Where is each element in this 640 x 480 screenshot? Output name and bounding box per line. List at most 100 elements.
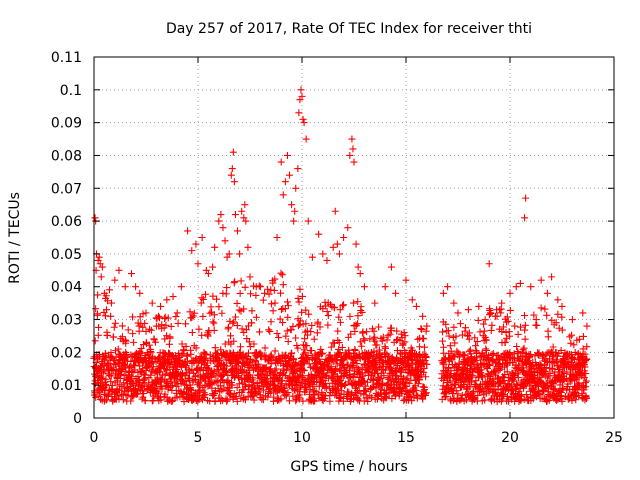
data-point (500, 391, 508, 399)
data-point (249, 374, 257, 382)
data-point (223, 362, 231, 370)
data-point (317, 350, 325, 358)
data-point (302, 320, 310, 328)
data-point (300, 346, 308, 354)
data-point (241, 201, 249, 209)
data-point (540, 387, 548, 395)
data-point (165, 340, 173, 348)
data-point (241, 283, 249, 291)
data-point (521, 312, 529, 320)
data-point (471, 334, 479, 342)
data-point (247, 290, 255, 298)
data-point (582, 370, 590, 378)
data-point (331, 207, 339, 215)
data-point (233, 322, 241, 330)
data-point (122, 353, 130, 361)
data-point (515, 356, 523, 364)
data-point (464, 332, 472, 340)
data-point (174, 380, 182, 388)
data-point (122, 391, 130, 399)
data-point (105, 286, 113, 294)
data-point (324, 321, 332, 329)
data-point (277, 289, 285, 297)
data-point (264, 285, 272, 293)
data-point (230, 337, 238, 345)
data-point (255, 384, 263, 392)
data-point (347, 330, 355, 338)
data-point (472, 356, 480, 364)
data-point (581, 350, 589, 358)
data-point (95, 323, 103, 331)
data-point (356, 338, 364, 346)
data-point (543, 289, 551, 297)
data-point (209, 292, 217, 300)
data-point (344, 378, 352, 386)
data-point (256, 328, 264, 336)
data-point (559, 384, 567, 392)
data-point (273, 234, 281, 241)
data-point (462, 324, 470, 332)
data-point (214, 355, 222, 363)
data-point (283, 327, 291, 335)
data-point (469, 387, 477, 395)
data-point (522, 391, 530, 399)
data-point (247, 319, 255, 327)
data-point (294, 294, 302, 302)
data-point (169, 293, 177, 301)
data-point (422, 373, 430, 381)
data-point (454, 309, 462, 317)
data-point (474, 391, 482, 399)
y-tick-label: 0 (73, 411, 82, 427)
data-point (95, 392, 103, 400)
data-point (161, 313, 169, 321)
data-point (398, 389, 406, 397)
data-point (383, 336, 391, 344)
data-point (444, 283, 452, 291)
data-point (506, 306, 514, 314)
data-point (91, 337, 99, 345)
data-point (582, 377, 590, 385)
data-point (115, 395, 123, 403)
data-point (509, 390, 517, 398)
data-point (548, 316, 556, 324)
data-point (393, 327, 401, 335)
data-point (215, 303, 223, 311)
data-point (487, 309, 495, 317)
data-point (214, 350, 222, 358)
data-point (139, 323, 147, 331)
data-point (567, 339, 575, 347)
data-point (252, 291, 260, 299)
data-point (233, 384, 241, 392)
data-point (387, 263, 395, 271)
data-point (346, 151, 354, 159)
data-point (208, 384, 216, 392)
data-point (224, 323, 232, 331)
data-point (283, 298, 291, 306)
data-point (502, 328, 510, 336)
data-point (470, 396, 478, 404)
data-point (579, 345, 587, 353)
data-point (192, 372, 200, 380)
data-point (470, 394, 478, 402)
data-points (90, 86, 591, 406)
data-point (231, 313, 239, 321)
data-point (308, 253, 316, 261)
y-axis-label: ROTI / TECUs (7, 192, 23, 284)
data-point (332, 365, 340, 373)
data-point (368, 383, 376, 391)
data-point (142, 309, 150, 317)
data-point (421, 390, 429, 398)
data-point (520, 395, 528, 403)
data-point (532, 316, 540, 324)
y-tick-label: 0.11 (51, 50, 82, 66)
data-point (285, 397, 293, 405)
data-point (106, 371, 114, 379)
data-point (111, 276, 119, 284)
data-point (250, 396, 258, 404)
data-point (267, 360, 275, 368)
data-point (300, 367, 308, 375)
data-point (333, 240, 341, 248)
data-point (527, 350, 535, 358)
data-point (454, 364, 462, 372)
data-point (503, 392, 511, 400)
